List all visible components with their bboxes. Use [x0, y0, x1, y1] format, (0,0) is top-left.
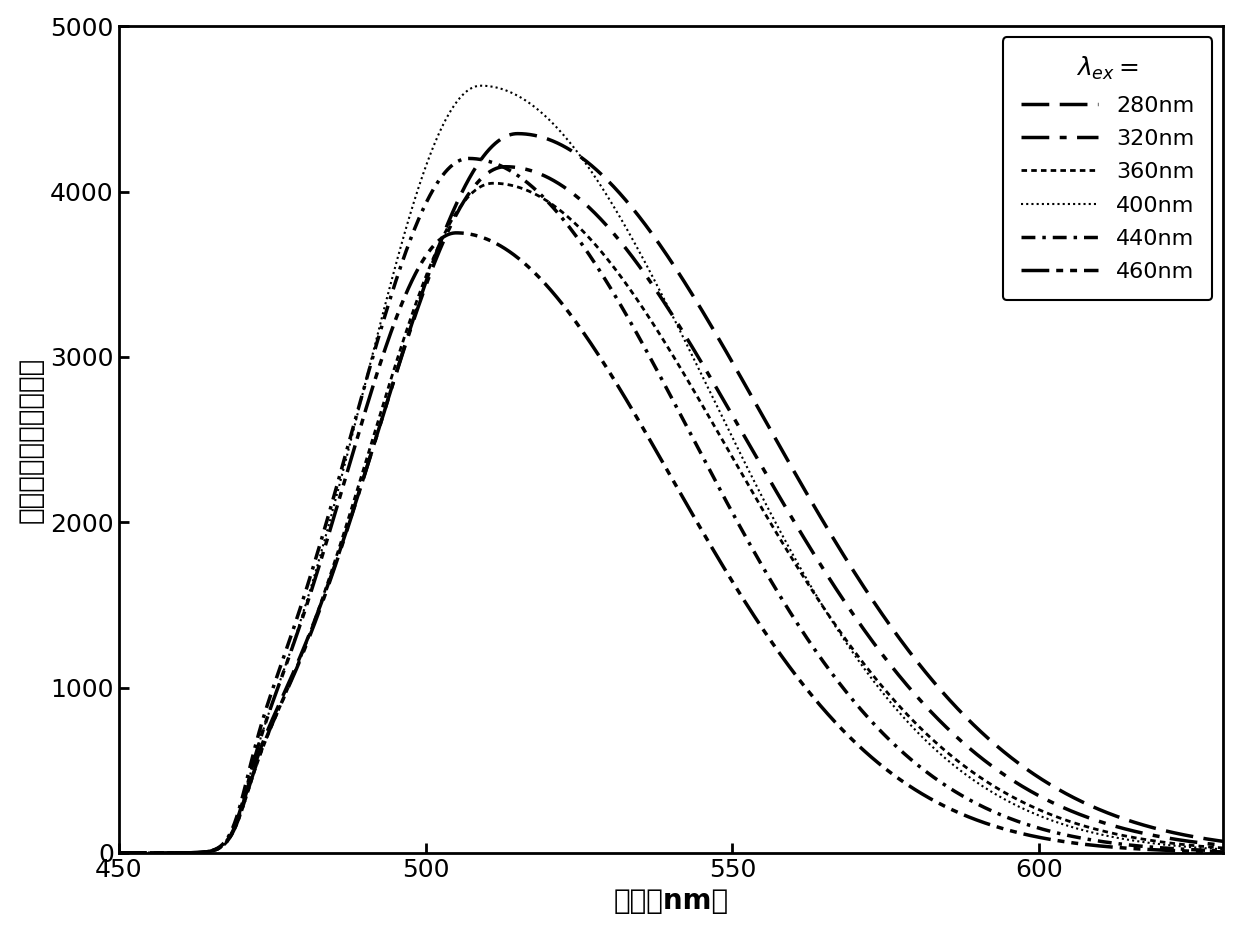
320nm [308, 615, 322, 626]
440nm [1102, 837, 1117, 848]
440nm [596, 271, 611, 282]
400nm [474, 80, 489, 91]
460nm [308, 572, 322, 583]
320nm [1225, 841, 1240, 852]
Line: 320nm: 320nm [119, 167, 1240, 853]
460nm [1102, 842, 1117, 853]
280nm [1225, 837, 1240, 848]
280nm [1102, 808, 1117, 819]
320nm [1102, 819, 1117, 830]
280nm [511, 128, 526, 139]
360nm [486, 178, 501, 189]
460nm [241, 776, 255, 788]
320nm [241, 784, 255, 795]
280nm [308, 612, 322, 624]
320nm [112, 847, 126, 858]
280nm [112, 847, 126, 858]
440nm [461, 153, 476, 164]
400nm [1225, 844, 1240, 856]
360nm [547, 200, 562, 212]
440nm [112, 847, 126, 858]
400nm [112, 847, 126, 858]
460nm [1225, 846, 1240, 857]
320nm [547, 175, 562, 186]
360nm [308, 612, 322, 624]
X-axis label: 波长（nm）: 波长（nm） [614, 887, 729, 915]
460nm [596, 357, 611, 368]
400nm [596, 185, 611, 196]
400nm [308, 567, 322, 578]
440nm [1225, 845, 1240, 857]
360nm [241, 786, 255, 797]
400nm [547, 119, 562, 130]
460nm [547, 289, 562, 300]
280nm [596, 171, 611, 182]
320nm [497, 161, 512, 172]
360nm [112, 847, 126, 858]
Line: 400nm: 400nm [119, 86, 1240, 853]
460nm [449, 227, 464, 239]
460nm [112, 847, 126, 858]
400nm [1102, 830, 1117, 842]
280nm [547, 136, 562, 147]
Line: 440nm: 440nm [119, 158, 1240, 853]
320nm [596, 216, 611, 227]
360nm [596, 249, 611, 260]
400nm [241, 776, 255, 788]
Y-axis label: 荧光强度（相对大小）: 荧光强度（相对大小） [16, 356, 45, 523]
Legend: 280nm, 320nm, 360nm, 400nm, 440nm, 460nm: 280nm, 320nm, 360nm, 400nm, 440nm, 460nm [1003, 37, 1213, 300]
360nm [1225, 843, 1240, 854]
280nm [241, 781, 255, 792]
Line: 360nm: 360nm [119, 184, 1240, 853]
440nm [241, 769, 255, 780]
440nm [308, 554, 322, 565]
440nm [547, 203, 562, 214]
360nm [1102, 827, 1117, 838]
Line: 280nm: 280nm [119, 133, 1240, 853]
Line: 460nm: 460nm [119, 233, 1240, 853]
